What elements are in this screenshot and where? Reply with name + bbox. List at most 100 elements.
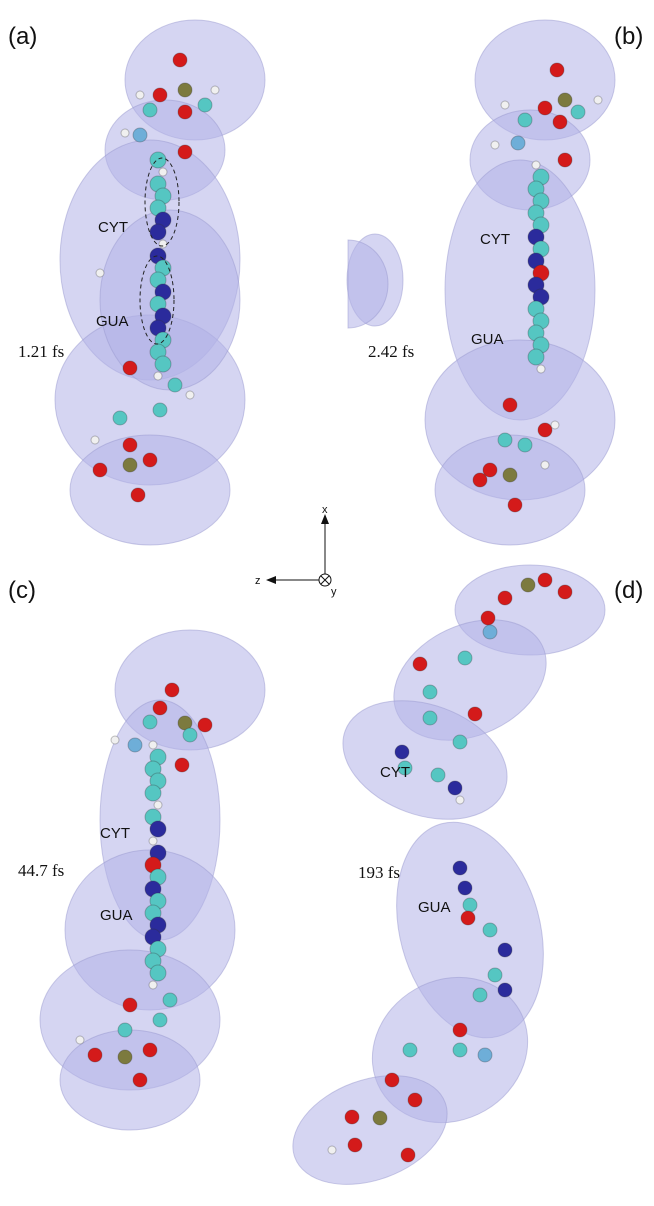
- molecule-label: GUA: [100, 907, 133, 924]
- atom: [521, 578, 535, 592]
- atom: [395, 745, 409, 759]
- molecule-label: CYT: [380, 764, 410, 781]
- panel-label: (c): [8, 577, 36, 604]
- molecule-label: GUA: [418, 899, 451, 916]
- atom: [503, 468, 517, 482]
- atom: [88, 1048, 102, 1062]
- atom: [154, 801, 162, 809]
- atom: [498, 591, 512, 605]
- atom: [143, 1043, 157, 1057]
- atom: [145, 785, 161, 801]
- atom: [551, 421, 559, 429]
- atom: [458, 881, 472, 895]
- atom: [518, 438, 532, 452]
- atom: [458, 651, 472, 665]
- atom: [483, 625, 497, 639]
- atom: [488, 968, 502, 982]
- time-label: 193 fs: [358, 863, 400, 882]
- atom: [143, 453, 157, 467]
- atom: [423, 685, 437, 699]
- molecule-label: GUA: [96, 313, 129, 330]
- atom: [168, 378, 182, 392]
- atom: [345, 1110, 359, 1124]
- atom: [453, 1043, 467, 1057]
- atom: [131, 488, 145, 502]
- atom: [178, 105, 192, 119]
- atom: [448, 781, 462, 795]
- atom: [456, 796, 464, 804]
- atom: [113, 411, 127, 425]
- atom: [163, 993, 177, 1007]
- atom: [96, 269, 104, 277]
- atom: [511, 136, 525, 150]
- atom: [153, 1013, 167, 1027]
- arrow-head: [266, 576, 276, 584]
- atom: [121, 129, 129, 137]
- atom: [328, 1146, 336, 1154]
- atom: [528, 349, 544, 365]
- atom: [538, 573, 552, 587]
- atom: [150, 821, 166, 837]
- panel-label: (a): [8, 23, 37, 50]
- atom: [508, 498, 522, 512]
- atom: [153, 701, 167, 715]
- atom: [541, 461, 549, 469]
- atom: [150, 152, 166, 168]
- atom: [348, 1138, 362, 1152]
- atom: [503, 398, 517, 412]
- atom: [403, 1043, 417, 1057]
- atom: [118, 1023, 132, 1037]
- axis-label: y: [331, 586, 337, 598]
- time-label: 1.21 fs: [18, 342, 64, 361]
- atom: [558, 153, 572, 167]
- atom: [143, 715, 157, 729]
- atom: [478, 1048, 492, 1062]
- atom: [558, 585, 572, 599]
- axis-label: x: [322, 504, 328, 516]
- atom: [550, 63, 564, 77]
- atom: [537, 365, 545, 373]
- atom: [481, 611, 495, 625]
- atom: [553, 115, 567, 129]
- atom: [111, 736, 119, 744]
- atom: [183, 728, 197, 742]
- atom: [178, 83, 192, 97]
- atom: [401, 1148, 415, 1162]
- time-label: 2.42 fs: [368, 342, 414, 361]
- atom: [498, 943, 512, 957]
- atom: [123, 361, 137, 375]
- atom: [558, 93, 572, 107]
- molecule-label: CYT: [98, 219, 128, 236]
- atom: [453, 861, 467, 875]
- atom: [423, 711, 437, 725]
- atom: [463, 898, 477, 912]
- atom: [453, 735, 467, 749]
- atom: [198, 98, 212, 112]
- atom: [498, 983, 512, 997]
- atom: [175, 758, 189, 772]
- atom: [150, 965, 166, 981]
- surface: [435, 435, 585, 545]
- molecule-label: GUA: [471, 331, 504, 348]
- panel-label: (b): [614, 23, 643, 50]
- atom: [538, 423, 552, 437]
- atom: [413, 657, 427, 671]
- atom: [408, 1093, 422, 1107]
- figure: x z y (a) 1.21 fs CYT GUA (b) 2.42 fs CY…: [0, 0, 654, 1206]
- atom: [155, 356, 171, 372]
- atom: [123, 998, 137, 1012]
- atom: [123, 438, 137, 452]
- atom: [154, 372, 162, 380]
- atom: [153, 403, 167, 417]
- atom: [165, 683, 179, 697]
- surface: [70, 435, 230, 545]
- molecule-label: CYT: [480, 231, 510, 248]
- atom: [93, 463, 107, 477]
- atom: [159, 168, 167, 176]
- atom: [178, 145, 192, 159]
- atom: [498, 433, 512, 447]
- atom: [594, 96, 602, 104]
- atom: [491, 141, 499, 149]
- atom: [76, 1036, 84, 1044]
- atom: [118, 1050, 132, 1064]
